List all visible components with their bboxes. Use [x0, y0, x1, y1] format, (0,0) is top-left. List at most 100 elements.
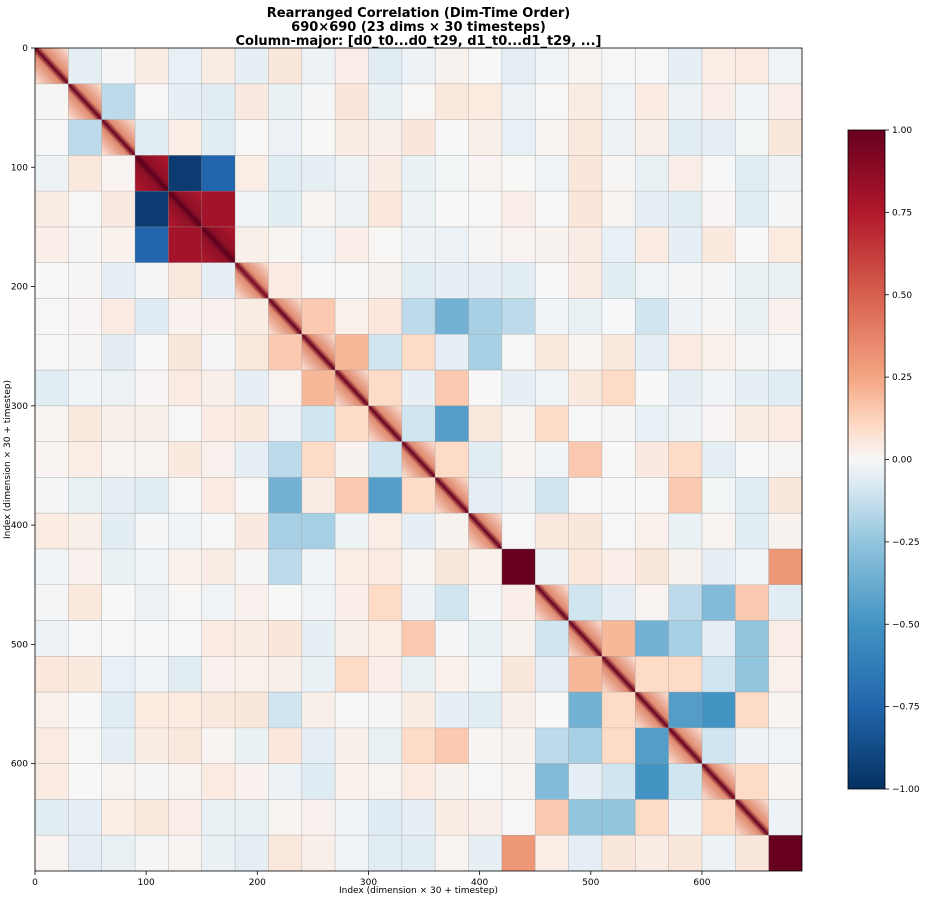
heatmap-cell: [635, 83, 669, 120]
heatmap-cell: [768, 513, 802, 549]
heatmap-cell: [368, 513, 402, 549]
heatmap-cell: [135, 656, 169, 693]
heatmap-cell: [335, 620, 369, 657]
heatmap-cell: [635, 155, 669, 192]
heatmap-cell: [268, 83, 302, 120]
heatmap-cell: [235, 83, 269, 120]
heatmap-cell: [335, 48, 369, 84]
heatmap-cell: [268, 656, 302, 693]
heatmap-cell: [501, 692, 536, 728]
heatmap-cell: [168, 656, 202, 693]
heatmap-cell: [68, 692, 102, 728]
heatmap-cell: [435, 334, 469, 371]
heatmap-cell: [101, 441, 136, 478]
heatmap-cell: [701, 477, 736, 514]
heatmap-cell: [468, 477, 502, 514]
heatmap-cell: [235, 48, 269, 84]
heatmap-cell: [735, 513, 769, 549]
heatmap-cell: [335, 656, 369, 693]
heatmap-cell: [468, 298, 502, 335]
heatmap-cell: [301, 48, 336, 84]
heatmap-cell: [401, 548, 436, 585]
heatmap-cell: [268, 620, 302, 657]
heatmap-cell: [568, 119, 602, 156]
heatmap-cell: [401, 119, 436, 156]
heatmap-cell: [301, 620, 336, 657]
heatmap-cell: [235, 584, 269, 621]
heatmap-cell: [535, 262, 569, 299]
heatmap-cell: [501, 48, 536, 84]
heatmap-cell: [535, 370, 569, 406]
heatmap-cell: [268, 262, 302, 299]
heatmap-cell: [68, 155, 102, 192]
heatmap-cell: [201, 727, 236, 764]
heatmap-cell: [568, 226, 602, 263]
heatmap-cell: [435, 513, 469, 549]
heatmap-cell: [68, 298, 102, 335]
heatmap-cell: [68, 835, 102, 871]
y-tick-label: 500: [11, 640, 28, 650]
heatmap-cell: [235, 226, 269, 263]
heatmap-cell: [768, 763, 802, 800]
heatmap-cell: [35, 405, 69, 442]
y-tick-label: 300: [11, 402, 28, 412]
heatmap-cell: [301, 119, 336, 156]
heatmap-cell: [401, 298, 436, 335]
heatmap-cell: [35, 83, 69, 120]
heatmap-cell: [168, 584, 202, 621]
heatmap-cell: [268, 584, 302, 621]
heatmap-cell: [68, 48, 102, 84]
heatmap-cell: [668, 370, 702, 406]
heatmap-cell: [601, 620, 636, 657]
heatmap-cell: [301, 656, 336, 693]
heatmap-cell: [168, 83, 202, 120]
heatmap-cell: [268, 548, 302, 585]
heatmap-cell: [768, 620, 802, 657]
heatmap-cell: [168, 441, 202, 478]
chart-title: Rearranged Correlation (Dim-Time Order): [266, 6, 571, 21]
heatmap-cell: [235, 119, 269, 156]
heatmap-cell: [401, 441, 436, 478]
heatmap-cell: [768, 48, 802, 84]
heatmap-cell: [335, 799, 369, 836]
heatmap-cell: [35, 119, 69, 156]
heatmap-cell: [735, 441, 769, 478]
y-tick-label: 0: [22, 44, 28, 54]
heatmap-cell: [568, 727, 602, 764]
heatmap-cell: [201, 620, 236, 657]
heatmap-cell: [535, 763, 569, 800]
heatmap-cell: [668, 191, 702, 227]
heatmap-cell: [601, 370, 636, 406]
heatmap-cell: [201, 226, 236, 263]
heatmap-cell: [135, 548, 169, 585]
heatmap-cell: [701, 548, 736, 585]
heatmap-cell: [535, 799, 569, 836]
heatmap-cell: [535, 441, 569, 478]
heatmap-cell: [101, 370, 136, 406]
heatmap-cell: [701, 226, 736, 263]
heatmap-cell: [468, 441, 502, 478]
heatmap-cell: [435, 370, 469, 406]
heatmap-cell: [435, 48, 469, 84]
heatmap-cell: [668, 119, 702, 156]
heatmap-cell: [735, 334, 769, 371]
heatmap-cell: [135, 48, 169, 84]
heatmap-cell: [135, 155, 169, 192]
heatmap-cell: [268, 835, 302, 871]
x-tick-label: 0: [32, 878, 38, 888]
heatmap-cell: [701, 692, 736, 728]
heatmap-cell: [168, 692, 202, 728]
heatmap-cell: [535, 692, 569, 728]
heatmap-cell: [668, 226, 702, 263]
heatmap-cell: [601, 692, 636, 728]
heatmap-cell: [668, 334, 702, 371]
heatmap-cell: [468, 620, 502, 657]
heatmap-cell: [268, 692, 302, 728]
heatmap-cell: [568, 441, 602, 478]
heatmap-cell: [235, 763, 269, 800]
plot-frame: [34, 47, 803, 872]
heatmap-cell: [301, 155, 336, 192]
heatmap-cell: [535, 513, 569, 549]
heatmap-cell: [168, 191, 202, 227]
heatmap-cell: [368, 692, 402, 728]
